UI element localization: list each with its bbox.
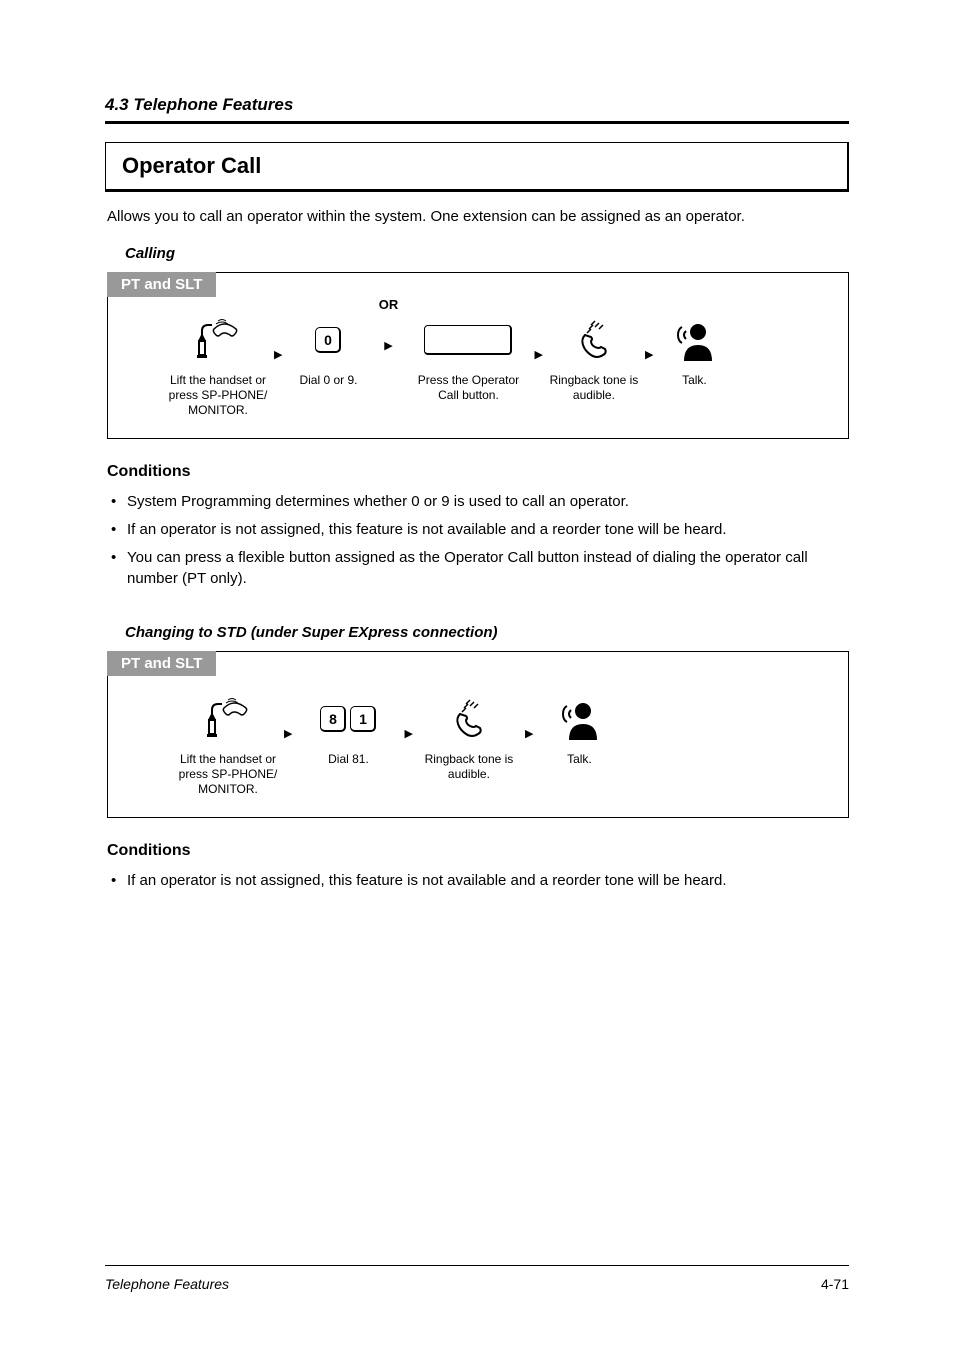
step-caption: Talk. [567,752,592,767]
keycap-0: 0 [315,327,341,353]
step-ringback: Ringback tone is audible. [419,694,519,782]
section-number: 4.3 Telephone Features [105,95,849,115]
keycap-1: 1 [350,706,376,732]
flow-tag: PT and SLT [107,272,216,297]
flow-tag: PT and SLT [107,651,216,676]
flow-box-calling: PT and SLT Lift the handset or press SP-… [107,272,849,439]
step-talk: Talk. [539,694,619,767]
or-label: OR [379,297,399,312]
page-footer: Telephone Features 4-71 [105,1265,849,1292]
keycap-8: 8 [320,706,346,732]
flow-row: Lift the handset or press SP-PHONE/ MONI… [108,652,848,817]
keys-icon: 8 1 [318,694,378,744]
button-icon [424,315,512,365]
conditions-title: Conditions [107,842,849,860]
step-caption: Dial 0 or 9. [299,373,357,388]
feature-title-box: Operator Call [105,142,849,192]
conditions-list: System Programming determines whether 0 … [107,491,849,590]
section-divider [105,121,849,124]
ringback-icon [571,315,617,365]
conditions-block-2: Conditions If an operator is not assigne… [107,842,849,892]
step-caption: Ringback tone is audible. [549,373,639,403]
condition-item: You can press a flexible button assigned… [111,547,849,591]
step-dial-81: 8 1 Dial 81. [298,694,398,767]
conditions-list: If an operator is not assigned, this fea… [107,870,849,892]
step-ringback: Ringback tone is audible. [549,315,639,403]
arrow-icon [398,706,418,756]
step-caption: Talk. [682,373,707,388]
offhook-icon [194,315,242,365]
footer-page-number: 4-71 [821,1276,849,1292]
key-icon: 0 [313,315,343,365]
ringback-icon [446,694,492,744]
footer-label: Telephone Features [105,1276,229,1292]
step-dial-digit: 0 Dial 0 or 9. [288,315,368,388]
intro-text: Allows you to call an operator within th… [107,206,849,227]
arrow-icon [278,706,298,756]
flow-box-changing: PT and SLT Lift the handset or press SP-… [107,651,849,818]
condition-item: If an operator is not assigned, this fea… [111,519,849,541]
arrow-icon [639,327,659,377]
arrow-icon [268,327,288,377]
step-talk: Talk. [659,315,729,388]
condition-item: System Programming determines whether 0 … [111,491,849,513]
step-caption: Lift the handset or press SP-PHONE/ MONI… [178,752,278,797]
flow-row: Lift the handset or press SP-PHONE/ MONI… [108,273,848,438]
step-offhook: Lift the handset or press SP-PHONE/ MONI… [178,694,278,797]
offhook-icon [204,694,252,744]
step-caption: Dial 81. [328,752,369,767]
talk-icon [672,315,716,365]
step-caption: Lift the handset or press SP-PHONE/ MONI… [168,373,268,418]
changing-label: Changing to STD (under Super EXpress con… [125,624,849,641]
step-offhook: Lift the handset or press SP-PHONE/ MONI… [168,315,268,418]
calling-label: Calling [125,245,849,262]
feature-title: Operator Call [122,153,831,179]
arrow-icon [528,327,548,377]
arrow-icon [519,706,539,756]
conditions-block: Conditions System Programming determines… [107,463,849,590]
step-caption: Press the Operator Call button. [408,373,528,403]
conditions-title: Conditions [107,463,849,481]
or-column: OR [368,297,408,368]
talk-icon [557,694,601,744]
step-operator-button: Press the Operator Call button. [408,315,528,403]
step-caption: Ringback tone is audible. [419,752,519,782]
condition-item: If an operator is not assigned, this fea… [111,870,849,892]
